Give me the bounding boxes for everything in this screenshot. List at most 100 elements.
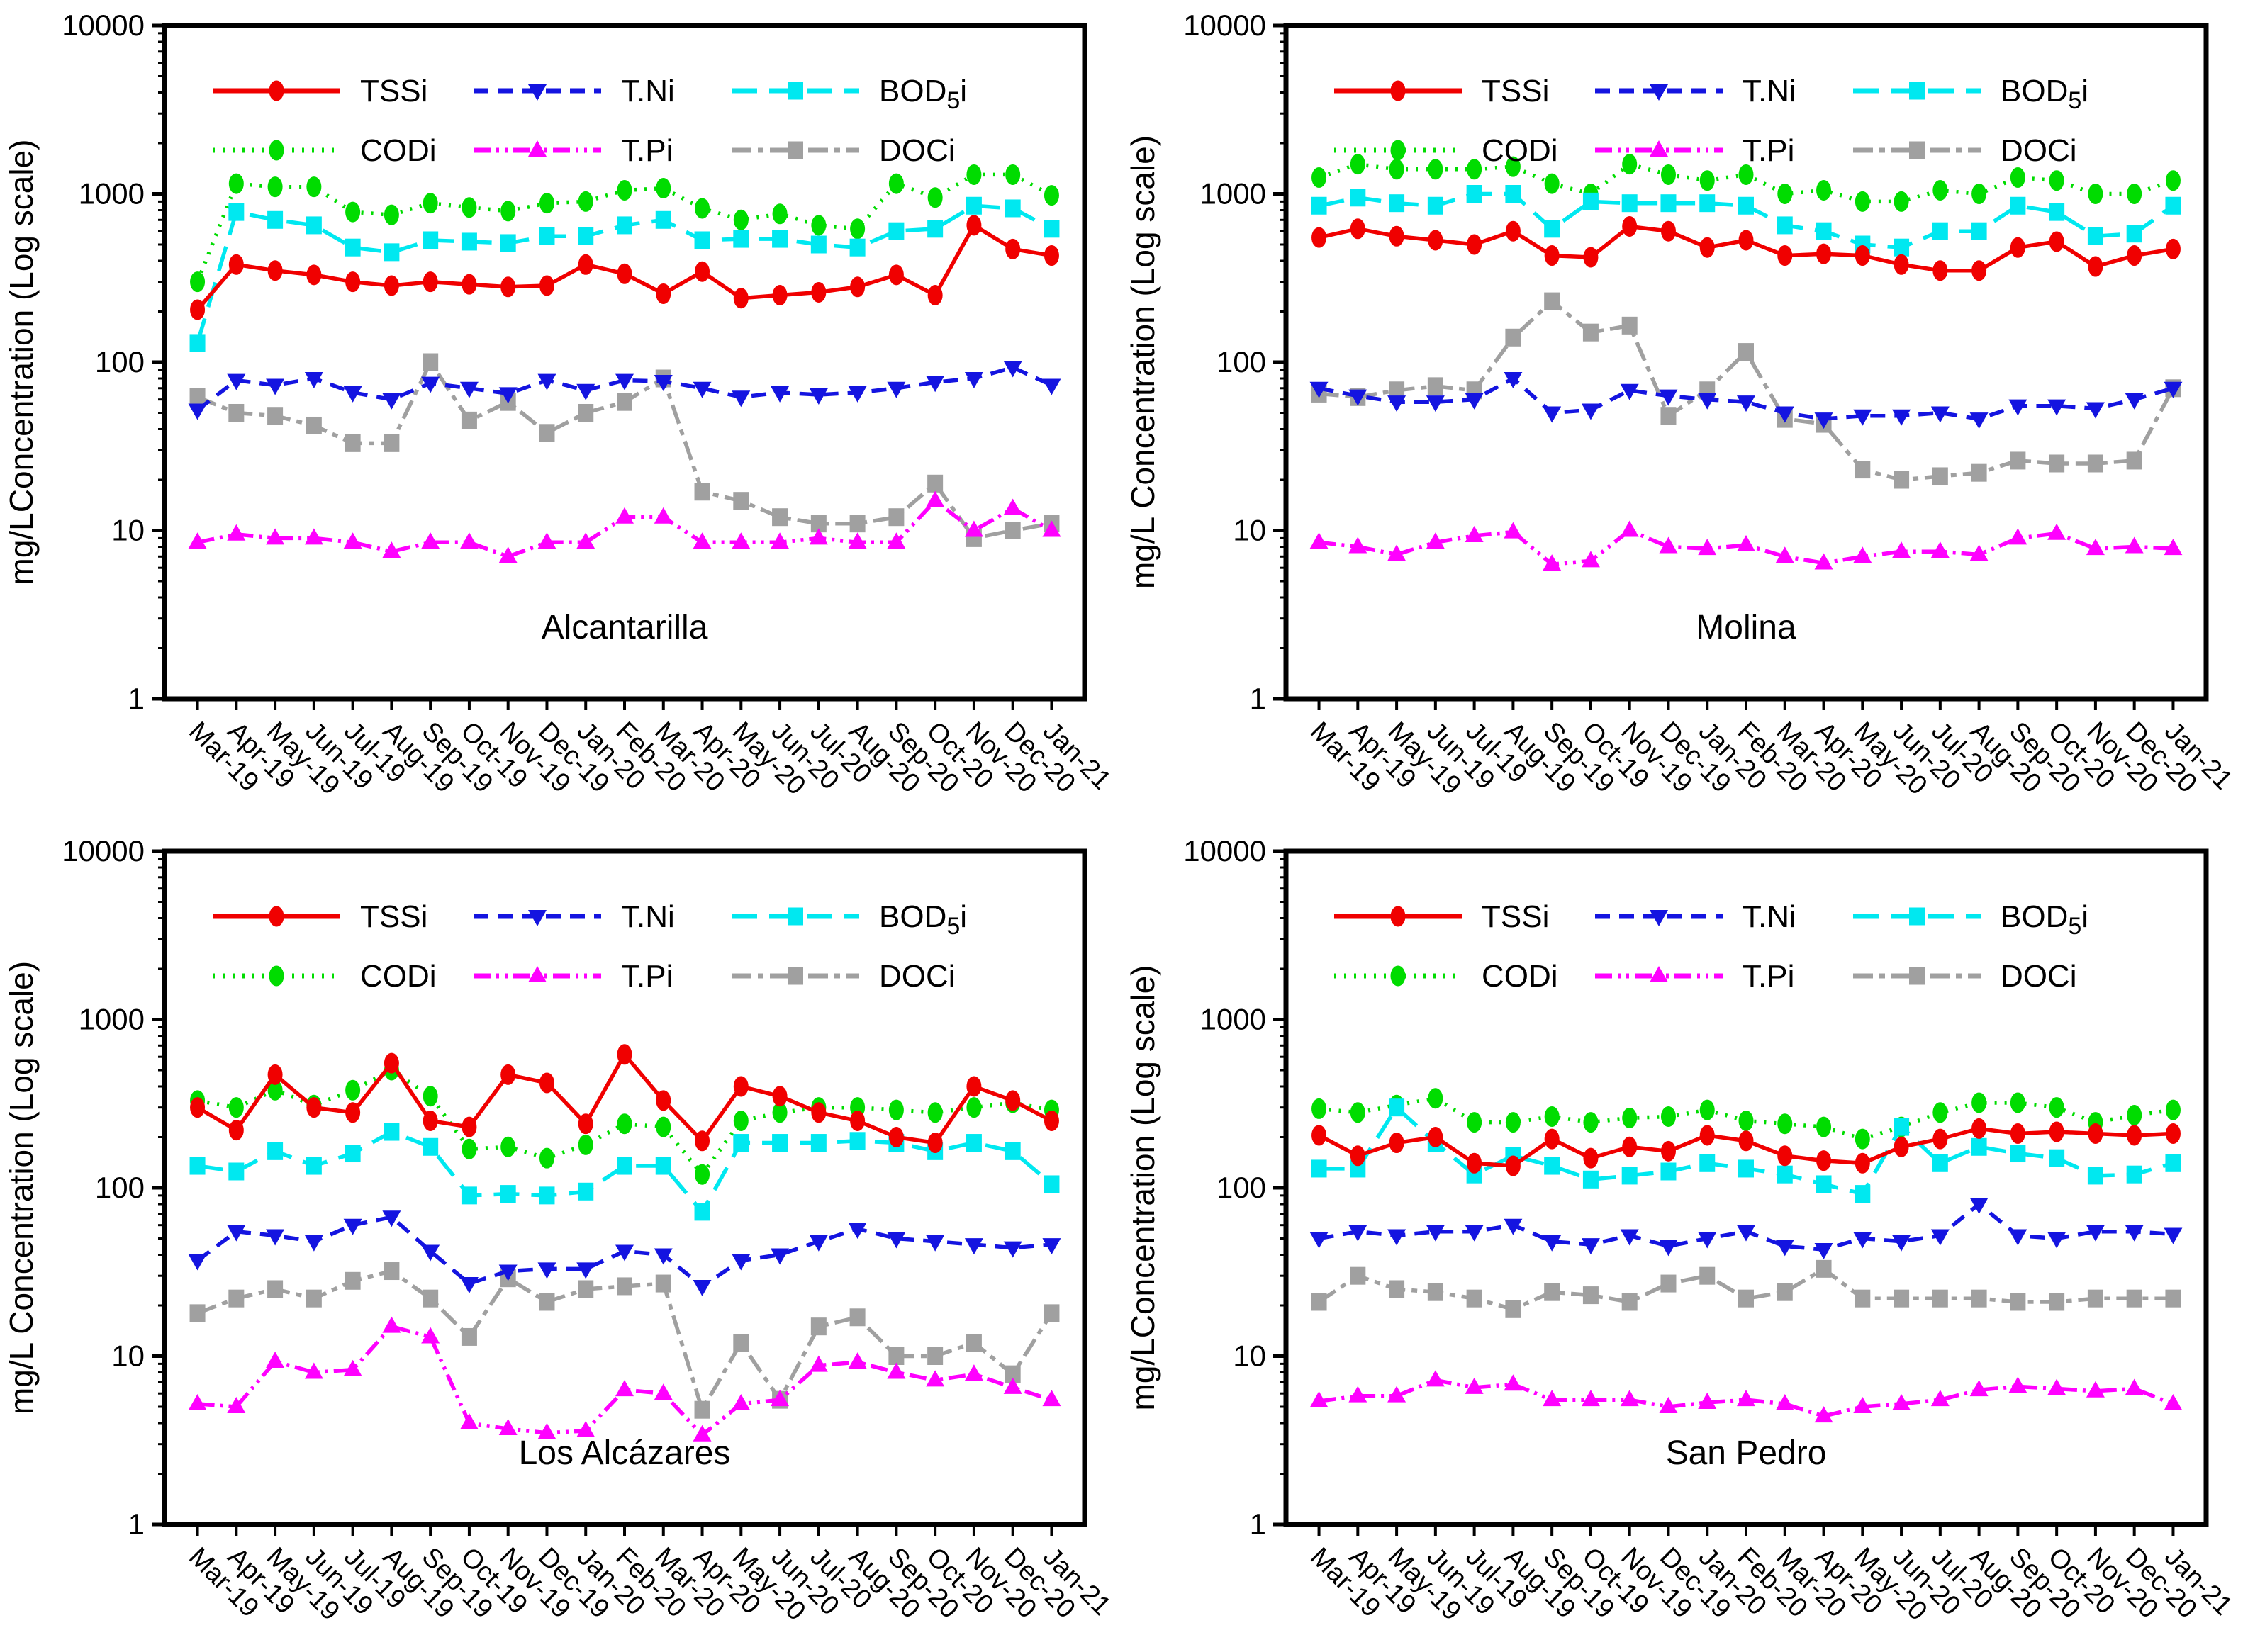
marker-T.Ni — [421, 376, 440, 393]
marker-TSSi — [462, 1116, 477, 1137]
marker-DOCi — [423, 353, 439, 371]
legend-marker-BOD5i — [788, 82, 803, 100]
marker-TSSi — [190, 299, 206, 320]
marker-T.Ni — [654, 374, 673, 391]
marker-CODi — [306, 176, 322, 198]
marker-TSSi — [1389, 1133, 1404, 1154]
marker-CODi — [927, 187, 943, 208]
marker-TSSi — [1699, 1125, 1715, 1146]
marker-BOD5i — [1044, 1175, 1060, 1193]
marker-CODi — [966, 164, 982, 185]
marker-T.Ni — [1698, 393, 1717, 410]
marker-BOD5i — [888, 222, 905, 240]
marker-CODi — [190, 271, 206, 293]
marker-DOCi — [2049, 454, 2065, 473]
marker-DOCi — [1816, 1259, 1832, 1278]
marker-CODi — [617, 179, 632, 201]
marker-CODi — [345, 1079, 361, 1101]
marker-T.Pi — [964, 1364, 983, 1381]
legend-marker-T.Pi — [528, 966, 547, 982]
marker-T.Ni — [809, 388, 828, 405]
marker-CODi — [2049, 170, 2064, 191]
marker-T.Pi — [848, 1352, 867, 1369]
marker-T.Ni — [693, 381, 712, 398]
marker-DOCi — [345, 1271, 361, 1290]
marker-DOCi — [617, 1277, 632, 1296]
legend-marker-BOD5i — [788, 907, 803, 926]
marker-TSSi — [1311, 1125, 1327, 1146]
marker-T.Pi — [537, 532, 556, 549]
marker-T.Ni — [1892, 1235, 1911, 1252]
legend-label-T.Pi: T.Pi — [621, 959, 673, 994]
marker-DOCi — [1932, 1289, 1948, 1308]
marker-T.Pi — [1853, 546, 1872, 563]
marker-BOD5i — [228, 203, 245, 221]
marker-CODi — [2010, 167, 2025, 188]
marker-TSSi — [1622, 216, 1638, 237]
marker-TSSi — [1583, 1147, 1599, 1169]
marker-DOCi — [578, 403, 594, 422]
marker-TSSi — [1816, 243, 1832, 264]
series-line-BOD5i — [197, 1129, 1053, 1215]
marker-TSSi — [228, 1120, 244, 1141]
marker-TSSi — [2010, 237, 2025, 258]
marker-CODi — [578, 191, 593, 212]
marker-T.Ni — [2086, 1225, 2105, 1242]
marker-DOCi — [461, 411, 477, 429]
marker-T.Pi — [188, 532, 207, 549]
marker-BOD5i — [345, 238, 361, 257]
marker-CODi — [2010, 1092, 2025, 1113]
y-tick-label: 10000 — [1183, 9, 1266, 42]
marker-CODi — [1311, 167, 1327, 188]
marker-T.Ni — [188, 403, 207, 420]
marker-CODi — [1738, 164, 1754, 185]
marker-TSSi — [2165, 238, 2181, 259]
marker-T.Ni — [188, 1254, 207, 1271]
marker-T.Ni — [1387, 1229, 1406, 1246]
y-tick-label: 1 — [1250, 1507, 1266, 1541]
marker-CODi — [772, 203, 788, 225]
marker-BOD5i — [578, 1182, 594, 1201]
marker-T.Pi — [732, 1393, 751, 1410]
marker-DOCi — [1777, 1283, 1793, 1301]
marker-CODi — [772, 1102, 788, 1123]
marker-TSSi — [306, 264, 322, 286]
marker-T.Ni — [1659, 389, 1678, 406]
marker-CODi — [267, 176, 283, 198]
marker-TSSi — [1932, 260, 1948, 281]
y-tick-label: 1000 — [79, 1003, 145, 1036]
plot-box — [1283, 848, 2209, 1527]
marker-DOCi — [888, 1347, 905, 1365]
marker-T.Pi — [421, 1327, 440, 1344]
marker-TSSi — [966, 215, 982, 236]
marker-BOD5i — [461, 1186, 477, 1205]
marker-DOCi — [384, 434, 400, 452]
panel-title: San Pedro — [1666, 1434, 1827, 1472]
marker-BOD5i — [423, 231, 439, 249]
marker-CODi — [966, 1097, 982, 1118]
marker-T.Ni — [1543, 406, 1562, 423]
marker-CODi — [228, 1097, 244, 1118]
marker-BOD5i — [1660, 1162, 1677, 1181]
legend-label-CODi: CODi — [1482, 133, 1558, 168]
marker-DOCi — [1505, 328, 1521, 347]
marker-CODi — [384, 204, 399, 225]
marker-CODi — [1044, 185, 1059, 206]
marker-CODi — [500, 201, 516, 222]
marker-TSSi — [927, 1133, 943, 1154]
marker-BOD5i — [810, 1134, 827, 1152]
legend-label-T.Ni: T.Ni — [1743, 899, 1796, 934]
marker-CODi — [1467, 1112, 1482, 1133]
marker-BOD5i — [1505, 185, 1521, 203]
marker-BOD5i — [694, 1203, 710, 1221]
marker-DOCi — [1005, 522, 1021, 539]
marker-T.Pi — [2164, 539, 2183, 556]
marker-TSSi — [1044, 1110, 1059, 1131]
marker-T.Pi — [343, 1359, 362, 1376]
marker-BOD5i — [384, 243, 400, 262]
marker-BOD5i — [1582, 1170, 1599, 1189]
marker-DOCi — [1971, 463, 1987, 482]
marker-BOD5i — [1738, 196, 1754, 215]
marker-DOCi — [2010, 1293, 2026, 1311]
marker-T.Pi — [1698, 539, 1717, 556]
